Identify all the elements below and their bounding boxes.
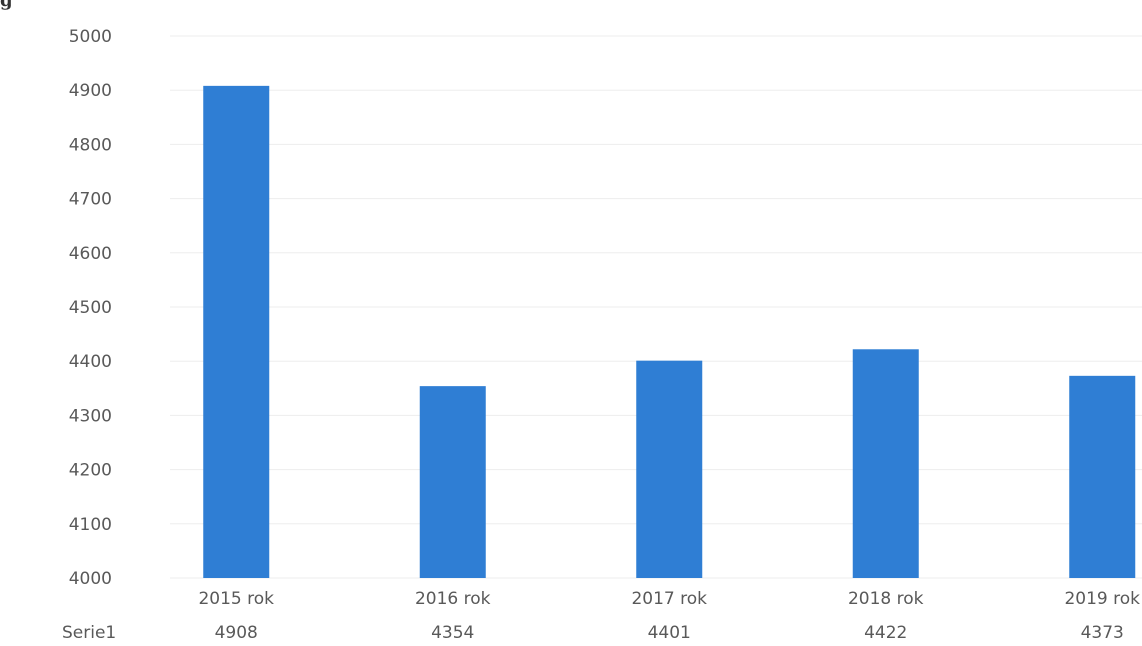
- data-table-value: 4401: [648, 623, 691, 643]
- bar: [419, 386, 486, 578]
- corner-text: g: [0, 0, 13, 11]
- bar: [852, 349, 919, 578]
- x-tick-label: 2018 rok: [848, 589, 924, 609]
- y-axis-tick-labels: 4000 4100 4200 4300 4400 4500 4600 4700 4800 4900…: [69, 27, 112, 589]
- data-table-value: 4373: [1081, 623, 1124, 643]
- bars: [203, 85, 1136, 578]
- y-tick-label: 4700: [69, 190, 112, 210]
- bar: [1069, 375, 1136, 578]
- y-tick-label: 4400: [69, 352, 112, 372]
- y-tick-label: 4100: [69, 515, 112, 535]
- y-tick-label: 4500: [69, 298, 112, 318]
- x-tick-label: 2019 rok: [1064, 589, 1140, 609]
- data-table-value: 4354: [431, 623, 474, 643]
- data-table: Serie1 4908 4354 4401 4422 4373: [62, 623, 1124, 643]
- data-table-value: 4422: [864, 623, 907, 643]
- data-table-value: 4908: [215, 623, 258, 643]
- y-tick-label: 4200: [69, 461, 112, 481]
- y-tick-label: 4800: [69, 135, 112, 155]
- y-tick-label: 5000: [69, 27, 112, 47]
- bar: [203, 85, 270, 578]
- y-tick-label: 4000: [69, 569, 112, 589]
- y-tick-label: 4900: [69, 81, 112, 101]
- data-table-series-label: Serie1: [62, 623, 116, 643]
- y-tick-label: 4300: [69, 406, 112, 426]
- x-axis-tick-labels: 2015 rok 2016 rok 2017 rok 2018 rok 2019 rok: [198, 589, 1140, 609]
- y-tick-label: 4600: [69, 244, 112, 264]
- x-tick-label: 2017 rok: [631, 589, 707, 609]
- bar: [636, 360, 703, 578]
- x-tick-label: 2015 rok: [198, 589, 274, 609]
- x-tick-label: 2016 rok: [415, 589, 491, 609]
